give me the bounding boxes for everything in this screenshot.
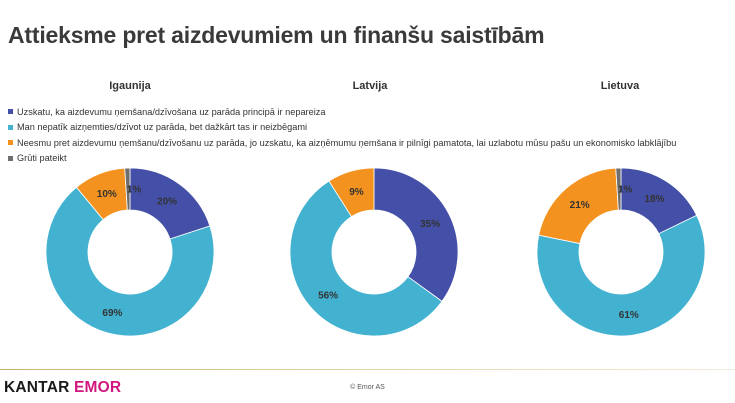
copyright-text: © Emor AS (350, 384, 385, 391)
legend-swatch (8, 124, 13, 130)
legend-item: Man nepatīk aizņemties/dzīvot uz parāda,… (8, 120, 676, 136)
chart-title-estonia: Igaunija (109, 80, 151, 92)
legend-swatch (8, 155, 13, 161)
legend-label: Man nepatīk aizņemties/dzīvot uz parāda,… (17, 122, 308, 133)
chart-title-lithuania: Lietuva (600, 80, 640, 92)
legend-swatch (8, 140, 13, 146)
slice-label: 61% (619, 310, 639, 321)
logo-kantar-text: KANTAR (4, 379, 70, 396)
donut-slice (289, 180, 443, 337)
slice-label: 35% (420, 219, 440, 230)
logo-emor-text: EMOR (74, 379, 122, 396)
legend-label: Grūti pateikt (17, 153, 67, 164)
legend-item: Grūti pateikt (8, 151, 676, 167)
legend-item: Neesmu pret aizdevumu ņemšanu/dzīvošanu … (8, 135, 676, 151)
slice-label: 1% (618, 185, 633, 196)
slice-label: 69% (102, 308, 122, 319)
slice-label: 1% (127, 185, 142, 196)
donut-slice (45, 186, 215, 337)
footer-divider (0, 369, 735, 370)
donut-slice (615, 167, 622, 211)
legend-label: Neesmu pret aizdevumu ņemšanu/dzīvošanu … (17, 137, 677, 148)
legend-swatch (8, 109, 13, 115)
slice-label: 21% (570, 200, 590, 211)
slice-label: 56% (318, 291, 338, 302)
legend: Uzskatu, ka aizdevumu ņemšana/dzīvošana … (8, 104, 676, 166)
donut-slice (124, 167, 131, 211)
kantar-emor-logo: KANTAR EMOR (4, 379, 121, 397)
chart-title-latvia: Latvija (352, 80, 388, 92)
slice-label: 20% (157, 197, 177, 208)
legend-label: Uzskatu, ka aizdevumu ņemšana/dzīvošana … (17, 106, 326, 117)
donut-slice (373, 167, 459, 302)
slice-label: 9% (349, 187, 364, 198)
legend-item: Uzskatu, ka aizdevumu ņemšana/dzīvošana … (8, 104, 676, 120)
slice-label: 10% (97, 189, 117, 200)
slice-label: 18% (644, 194, 664, 205)
donut-slice (328, 167, 375, 218)
page-title: Attieksme pret aizdevumiem un finanšu sa… (8, 22, 545, 48)
donut-slice (536, 214, 706, 337)
